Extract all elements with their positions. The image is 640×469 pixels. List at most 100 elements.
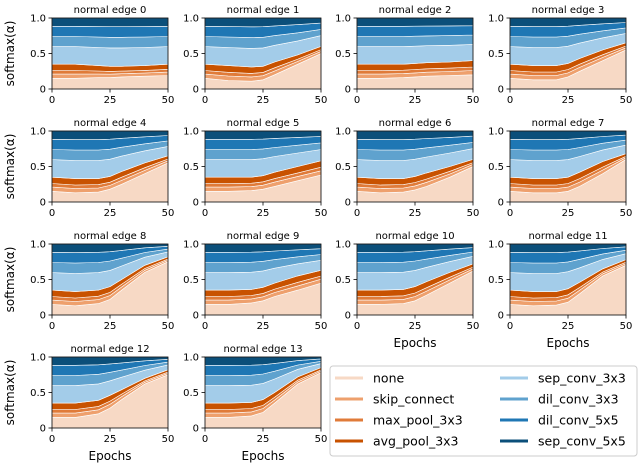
- y-tick-label: 0: [40, 85, 46, 96]
- x-axis-label: Epochs: [242, 449, 285, 463]
- subplot-title: normal edge 5: [227, 118, 300, 129]
- x-tick-label: 50: [162, 95, 175, 106]
- subplot-11: [506, 243, 627, 319]
- y-tick-label: 0: [40, 311, 46, 322]
- y-tick-label: 1.0: [183, 353, 199, 364]
- x-tick-label: 25: [257, 95, 270, 106]
- x-tick-label: 50: [467, 321, 480, 332]
- x-tick-label: 0: [202, 95, 208, 106]
- y-axis-label: softmax(α): [3, 247, 17, 313]
- y-tick-label: 1.0: [183, 127, 199, 138]
- y-tick-label: 0.5: [335, 49, 351, 60]
- x-tick-label: 50: [315, 434, 328, 445]
- x-tick-label: 0: [49, 434, 55, 445]
- x-tick-label: 25: [104, 434, 117, 445]
- x-tick-label: 0: [354, 321, 360, 332]
- subplot-title: normal edge 10: [375, 231, 454, 242]
- area-sep_conv_3x3: [51, 46, 169, 67]
- y-tick-label: 0.5: [183, 162, 199, 173]
- x-tick-label: 0: [202, 208, 208, 219]
- y-tick-label: 1.0: [30, 127, 46, 138]
- x-tick-label: 25: [257, 321, 270, 332]
- subplot-5: [201, 130, 322, 206]
- x-tick-label: 0: [354, 208, 360, 219]
- y-tick-label: 0.5: [30, 162, 46, 173]
- subplot-10: [353, 243, 474, 319]
- y-tick-label: 0: [498, 85, 504, 96]
- area-sep_conv_5x5: [356, 17, 474, 27]
- subplot-title: normal edge 0: [74, 5, 147, 16]
- y-tick-label: 0: [193, 198, 199, 209]
- x-tick-label: 50: [315, 208, 328, 219]
- x-tick-label: 25: [104, 321, 117, 332]
- y-tick-label: 1.0: [183, 14, 199, 25]
- y-tick-label: 0.5: [183, 49, 199, 60]
- y-tick-label: 0: [345, 85, 351, 96]
- y-tick-label: 0.5: [488, 49, 504, 60]
- legend-label-sep_conv_5x5: sep_conv_5x5: [538, 434, 626, 449]
- y-tick-label: 0.5: [183, 275, 199, 286]
- y-tick-label: 1.0: [335, 14, 351, 25]
- x-tick-label: 50: [162, 434, 175, 445]
- x-tick-label: 25: [257, 434, 270, 445]
- y-tick-label: 0.5: [183, 388, 199, 399]
- area-sep_conv_5x5: [51, 17, 169, 27]
- subplot-title: normal edge 7: [532, 118, 605, 129]
- x-tick-label: 0: [49, 208, 55, 219]
- subplot-7: [506, 130, 627, 206]
- x-tick-label: 25: [562, 95, 575, 106]
- y-tick-label: 1.0: [30, 353, 46, 364]
- legend-label-dil_conv_5x5: dil_conv_5x5: [538, 413, 619, 428]
- y-tick-label: 1.0: [335, 127, 351, 138]
- y-tick-label: 0.5: [488, 162, 504, 173]
- y-tick-label: 1.0: [335, 240, 351, 251]
- y-tick-label: 0.5: [335, 275, 351, 286]
- x-tick-label: 0: [202, 321, 208, 332]
- y-tick-label: 0: [345, 198, 351, 209]
- y-tick-label: 0.5: [30, 388, 46, 399]
- subplot-4: [48, 130, 169, 206]
- x-tick-label: 25: [104, 208, 117, 219]
- subplot-2: [353, 17, 474, 93]
- legend-label-none: none: [373, 371, 404, 386]
- subplot-title: normal edge 3: [532, 5, 605, 16]
- y-tick-label: 0: [193, 85, 199, 96]
- x-tick-label: 0: [49, 321, 55, 332]
- subplot-8: [48, 243, 169, 319]
- subplot-6: [353, 130, 474, 206]
- subplot-0: [48, 17, 169, 93]
- area-dil_conv_5x5: [356, 25, 474, 37]
- x-axis-label: Epochs: [547, 336, 590, 350]
- subplot-9: [201, 243, 322, 319]
- legend-label-max_pool_3x3: max_pool_3x3: [373, 413, 463, 428]
- subplot-title: normal edge 2: [379, 5, 452, 16]
- x-tick-label: 50: [315, 95, 328, 106]
- y-tick-label: 0.5: [30, 275, 46, 286]
- x-tick-label: 0: [507, 208, 513, 219]
- subplot-3: [506, 17, 627, 93]
- y-tick-label: 1.0: [183, 240, 199, 251]
- x-tick-label: 25: [562, 321, 575, 332]
- x-tick-label: 25: [104, 95, 117, 106]
- x-tick-label: 50: [315, 321, 328, 332]
- x-tick-label: 0: [49, 95, 55, 106]
- x-tick-label: 25: [409, 208, 422, 219]
- y-tick-label: 0.5: [30, 49, 46, 60]
- y-tick-label: 1.0: [488, 14, 504, 25]
- subplot-title: normal edge 4: [74, 118, 147, 129]
- subplot-title: normal edge 9: [227, 231, 300, 242]
- legend-label-skip_connect: skip_connect: [373, 392, 454, 407]
- area-dil_conv_5x5: [51, 25, 169, 38]
- y-tick-label: 1.0: [30, 240, 46, 251]
- legend-label-avg_pool_3x3: avg_pool_3x3: [373, 434, 459, 449]
- y-tick-label: 0: [193, 311, 199, 322]
- y-tick-label: 1.0: [30, 14, 46, 25]
- x-tick-label: 50: [162, 208, 175, 219]
- y-tick-label: 0.5: [335, 162, 351, 173]
- x-tick-label: 0: [202, 434, 208, 445]
- area-dil_conv_3x3: [51, 36, 169, 49]
- legend: none skip_connect max_pool_3x3 avg_pool_3x3…: [329, 365, 638, 457]
- y-tick-label: 1.0: [488, 127, 504, 138]
- y-tick-label: 0: [193, 424, 199, 435]
